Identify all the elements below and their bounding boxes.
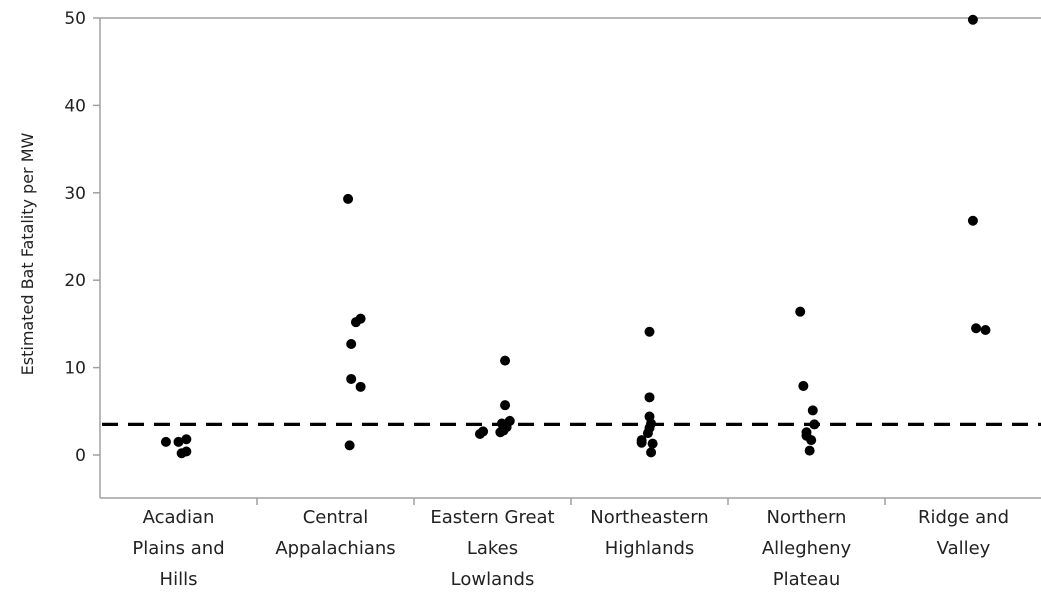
data-point	[500, 355, 511, 366]
data-point	[355, 381, 366, 392]
x-category-label: Acadian Plains and Hills	[132, 507, 224, 590]
axis-labels: 0 10 20 30 40 50 Acadian Plains and Hills Central…	[18, 9, 1009, 590]
x-category-label: Central Appalachians	[275, 507, 395, 559]
x-category-label: Ridge and Valley	[918, 507, 1009, 559]
y-tick-label: 50	[64, 9, 86, 29]
data-point	[971, 323, 982, 334]
x-category-label: Northeastern Highlands	[590, 507, 708, 559]
y-axis-title: Estimated Bat Fatality per MW	[18, 132, 37, 375]
axes	[93, 17, 1041, 505]
data-point	[176, 448, 187, 459]
x-category-label: Northern Allegheny Plateau	[762, 507, 852, 590]
data-points	[160, 14, 991, 459]
data-point	[636, 437, 647, 448]
data-point	[967, 215, 978, 226]
data-point	[967, 14, 978, 25]
data-point	[173, 436, 184, 447]
data-point	[804, 445, 815, 456]
data-point	[478, 426, 489, 437]
data-point	[980, 325, 991, 336]
data-point	[346, 373, 357, 384]
data-point	[355, 313, 366, 324]
data-point	[809, 419, 820, 430]
data-point	[642, 428, 653, 439]
x-category-label: Eastern Great Lakes Lowlands	[430, 507, 554, 590]
data-point	[160, 436, 171, 447]
data-point	[343, 193, 354, 204]
data-point	[798, 380, 809, 391]
data-point	[346, 339, 357, 350]
data-point	[795, 306, 806, 317]
data-point	[806, 435, 817, 446]
y-tick-label: 30	[64, 184, 86, 204]
data-point	[647, 438, 658, 449]
data-point	[646, 447, 657, 458]
data-point	[644, 326, 655, 337]
y-tick-label: 40	[64, 96, 86, 116]
data-point	[644, 392, 655, 403]
data-point	[807, 405, 818, 416]
data-point	[500, 400, 511, 411]
y-tick-label: 0	[75, 446, 86, 466]
data-point	[498, 425, 509, 436]
y-tick-label: 10	[64, 359, 86, 379]
data-point	[344, 440, 355, 451]
data-point	[181, 434, 192, 445]
y-tick-label: 20	[64, 271, 86, 291]
